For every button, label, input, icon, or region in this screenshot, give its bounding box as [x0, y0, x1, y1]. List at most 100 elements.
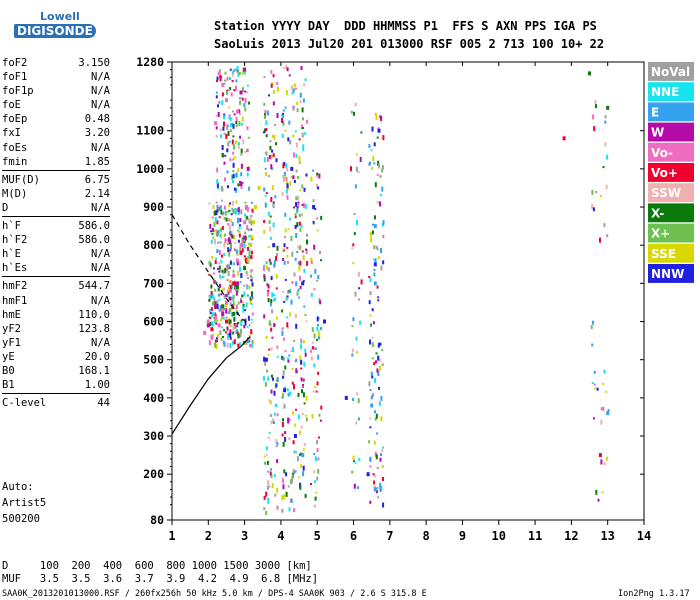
echo-dot: [231, 73, 234, 77]
echo-dot: [282, 120, 285, 126]
echo-dot: [246, 216, 249, 220]
data-point: [344, 395, 348, 400]
x-tick-label: 8: [423, 529, 430, 543]
legend-label: X+: [651, 227, 670, 241]
echo-dot: [269, 302, 272, 307]
echo-dot: [270, 83, 273, 88]
echo-dot: [377, 256, 380, 260]
echo-dot: [313, 244, 316, 250]
echo-dot: [229, 231, 232, 236]
echo-dot: [281, 114, 284, 119]
parameter-value: N/A: [91, 201, 110, 214]
echo-dot: [267, 156, 269, 162]
parameter-key: h`F: [2, 220, 21, 233]
echo-dot: [250, 254, 253, 259]
echo-dot: [212, 294, 214, 299]
echo-dot: [351, 353, 354, 357]
echo-dot: [374, 258, 377, 263]
echo-dot: [298, 476, 301, 479]
echo-dot: [316, 279, 319, 282]
echo-dot: [244, 231, 247, 235]
echo-dot: [606, 154, 609, 160]
echo-dot: [286, 167, 289, 172]
echo-dot: [227, 271, 230, 276]
echo-dot: [250, 279, 253, 282]
parameter-row: foEs N/A: [2, 141, 110, 155]
echo-dot: [318, 413, 321, 417]
echo-dot: [220, 134, 222, 139]
echo-dot: [372, 473, 375, 476]
echo-dot: [283, 403, 286, 409]
echo-dot: [318, 173, 321, 179]
echo-dot: [380, 116, 383, 121]
parameter-key: yF1: [2, 336, 21, 349]
echo-dot: [273, 263, 276, 268]
echo-dot: [310, 356, 313, 361]
echo-dot: [237, 143, 240, 149]
echo-dot: [357, 417, 360, 421]
echo-dot: [226, 294, 229, 297]
echo-dot: [231, 340, 234, 345]
echo-dot: [370, 395, 373, 400]
echo-dot: [382, 135, 385, 141]
echo-dot: [272, 377, 274, 381]
parameter-row: hmE 110.0: [2, 308, 110, 322]
echo-dot: [239, 266, 241, 272]
parameter-row: C-level 44: [2, 396, 110, 410]
parameter-panel: foF2 3.150 foF1 N/A foF1p N/A foE N/A foEp 0.48 fx…: [2, 56, 110, 410]
echo-dot: [224, 154, 227, 157]
echo-dot: [263, 128, 266, 133]
echo-dot: [230, 230, 233, 236]
echo-dot: [218, 207, 221, 211]
echo-dot: [284, 106, 287, 109]
echo-dot: [273, 134, 276, 140]
echo-dot: [310, 292, 313, 297]
echo-dot: [604, 115, 607, 119]
echo-dot: [276, 442, 279, 446]
echo-dot: [267, 497, 270, 502]
echo-dot: [235, 187, 238, 193]
echo-dot: [276, 413, 279, 417]
echo-dot: [239, 298, 242, 301]
echo-dot: [213, 312, 216, 316]
echo-dot: [232, 326, 235, 331]
echo-dot: [251, 251, 253, 255]
echo-dot: [226, 279, 229, 281]
echo-dot: [246, 149, 249, 152]
echo-dot: [268, 431, 271, 434]
echo-dot: [210, 315, 213, 318]
echo-dot: [233, 316, 236, 322]
echo-dot: [306, 119, 309, 124]
echo-dot: [237, 207, 240, 213]
echo-dot: [302, 202, 305, 208]
echo-dot: [317, 275, 320, 280]
echo-dot: [227, 289, 230, 295]
echo-dot: [246, 285, 249, 289]
echo-dot: [232, 162, 235, 168]
echo-dot: [211, 321, 214, 325]
echo-dot: [217, 111, 220, 117]
echo-dot: [373, 162, 376, 165]
echo-dot: [244, 107, 247, 112]
legend-label: W: [651, 126, 664, 140]
echo-dot: [216, 209, 219, 213]
echo-dot: [357, 271, 360, 277]
echo-dot: [245, 302, 248, 308]
echo-dot: [239, 100, 241, 105]
version-label: Ion2Png 1.3.17: [618, 589, 690, 599]
echo-dot: [282, 356, 285, 361]
echo-dot: [233, 325, 236, 329]
echo-dot: [227, 242, 229, 245]
echo-dot: [276, 245, 279, 251]
echo-dot: [368, 162, 371, 166]
echo-dot: [221, 269, 224, 273]
parameter-value: N/A: [91, 294, 110, 307]
echo-dot: [291, 477, 293, 483]
echo-dot: [247, 294, 249, 297]
echo-dot: [222, 126, 225, 131]
echo-dot: [282, 109, 285, 112]
echo-dot: [300, 425, 303, 429]
echo-dot: [234, 208, 237, 213]
echo-dot: [381, 169, 383, 173]
